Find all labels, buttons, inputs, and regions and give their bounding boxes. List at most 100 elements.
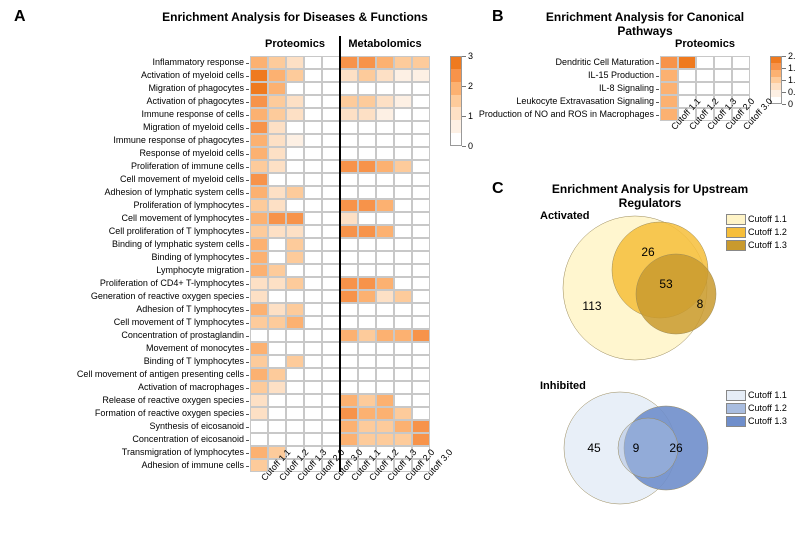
panel-a-cell <box>394 108 412 121</box>
panel-a-cell <box>340 433 358 446</box>
panel-b-cell <box>714 82 732 95</box>
panel-a-cell <box>376 134 394 147</box>
panel-a-cell <box>358 160 376 173</box>
panel-a-cell <box>304 199 322 212</box>
panel-a-cell <box>394 147 412 160</box>
panel-a-cell <box>304 173 322 186</box>
panel-a-cell <box>412 186 430 199</box>
panel-a-cell <box>358 121 376 134</box>
panel-a-colorbar-tick: 0 <box>468 141 473 151</box>
panel-a-cell <box>304 394 322 407</box>
panel-a-cell <box>358 277 376 290</box>
legend-label: Cutoff 1.1 <box>748 214 787 224</box>
panel-a-cell <box>304 290 322 303</box>
panel-a-cell <box>358 238 376 251</box>
panel-a-cell <box>412 381 430 394</box>
panel-a-cell <box>394 277 412 290</box>
venn-number: 113 <box>582 299 601 313</box>
panel-a-cell <box>376 147 394 160</box>
panel-a-cell <box>322 368 340 381</box>
panel-a-letter: A <box>14 8 26 26</box>
panel-a-cell <box>412 368 430 381</box>
panel-a-cell <box>286 264 304 277</box>
panel-a-row-label: Binding of lymphatic system cells <box>112 239 244 249</box>
panel-a-cell <box>394 173 412 186</box>
panel-a-cell <box>340 134 358 147</box>
panel-a-cell <box>322 173 340 186</box>
panel-a-cell <box>358 134 376 147</box>
panel-a-cell <box>358 251 376 264</box>
panel-a-cell <box>412 316 430 329</box>
panel-a-cell <box>376 264 394 277</box>
panel-a-cell <box>286 407 304 420</box>
legend-swatch <box>726 416 746 427</box>
panel-a-cell <box>358 225 376 238</box>
panel-a-cell <box>340 420 358 433</box>
panel-a-cell <box>412 173 430 186</box>
legend-label: Cutoff 1.2 <box>748 227 787 237</box>
panel-a-cell <box>250 407 268 420</box>
panel-a-cell <box>250 316 268 329</box>
panel-a-cell <box>286 199 304 212</box>
panel-a-cell <box>304 147 322 160</box>
legend-swatch <box>726 403 746 414</box>
panel-a-cell <box>322 95 340 108</box>
panel-a-cell <box>412 420 430 433</box>
panel-a-cell <box>376 420 394 433</box>
panel-a-cell <box>322 381 340 394</box>
panel-a-row-label: Response of myeloid cells <box>139 148 244 158</box>
panel-b-colorbar-tick: 0 <box>788 99 793 109</box>
panel-a-cell <box>394 381 412 394</box>
panel-a-cell <box>340 147 358 160</box>
panel-a-cell <box>250 121 268 134</box>
panel-a-cell <box>268 303 286 316</box>
panel-a-row-label: Cell movement of antigen presenting cell… <box>77 369 244 379</box>
panel-a-cell <box>268 368 286 381</box>
panel-a-row-label: Proliferation of immune cells <box>131 161 244 171</box>
panel-a-cell <box>304 316 322 329</box>
panel-a-cell <box>250 238 268 251</box>
panel-a-cell <box>268 212 286 225</box>
panel-a-cell <box>376 186 394 199</box>
panel-a-cell <box>358 433 376 446</box>
panel-a-cell <box>304 420 322 433</box>
panel-a-cell <box>358 329 376 342</box>
panel-a-cell <box>268 407 286 420</box>
panel-a-cell <box>250 329 268 342</box>
panel-a-cell <box>250 173 268 186</box>
panel-a-cell <box>358 420 376 433</box>
panel-a-cell <box>412 277 430 290</box>
panel-b-colorbar-tick: 0.5 <box>788 87 795 97</box>
panel-a-cell <box>376 277 394 290</box>
panel-a-cell <box>340 186 358 199</box>
panel-a-cell <box>304 303 322 316</box>
panel-a-cell <box>286 108 304 121</box>
panel-b-cell <box>660 69 678 82</box>
panel-b-cell <box>678 82 696 95</box>
panel-a-cell <box>412 290 430 303</box>
panel-a-cell <box>412 199 430 212</box>
panel-a-cell <box>412 160 430 173</box>
panel-b-cell <box>732 56 750 69</box>
panel-a-cell <box>376 238 394 251</box>
panel-a-cell <box>304 277 322 290</box>
panel-a-cell <box>322 342 340 355</box>
panel-a-cell <box>340 316 358 329</box>
panel-a-cell <box>358 199 376 212</box>
panel-a-cell <box>358 290 376 303</box>
panel-a-cell <box>268 394 286 407</box>
panel-a-cell <box>322 69 340 82</box>
legend-label: Cutoff 1.2 <box>748 403 787 413</box>
panel-a-cell <box>376 108 394 121</box>
panel-a-cell <box>322 134 340 147</box>
panel-a-cell <box>394 407 412 420</box>
panel-a-cell <box>322 121 340 134</box>
panel-a-cell <box>376 329 394 342</box>
panel-a-cell <box>268 420 286 433</box>
panel-a-cell <box>322 277 340 290</box>
panel-a-cell <box>376 342 394 355</box>
panel-a-cell <box>412 264 430 277</box>
panel-a-row-label: Inflammatory response <box>152 57 244 67</box>
panel-a-cell <box>412 95 430 108</box>
panel-a-row-label: Activation of myeloid cells <box>141 70 244 80</box>
